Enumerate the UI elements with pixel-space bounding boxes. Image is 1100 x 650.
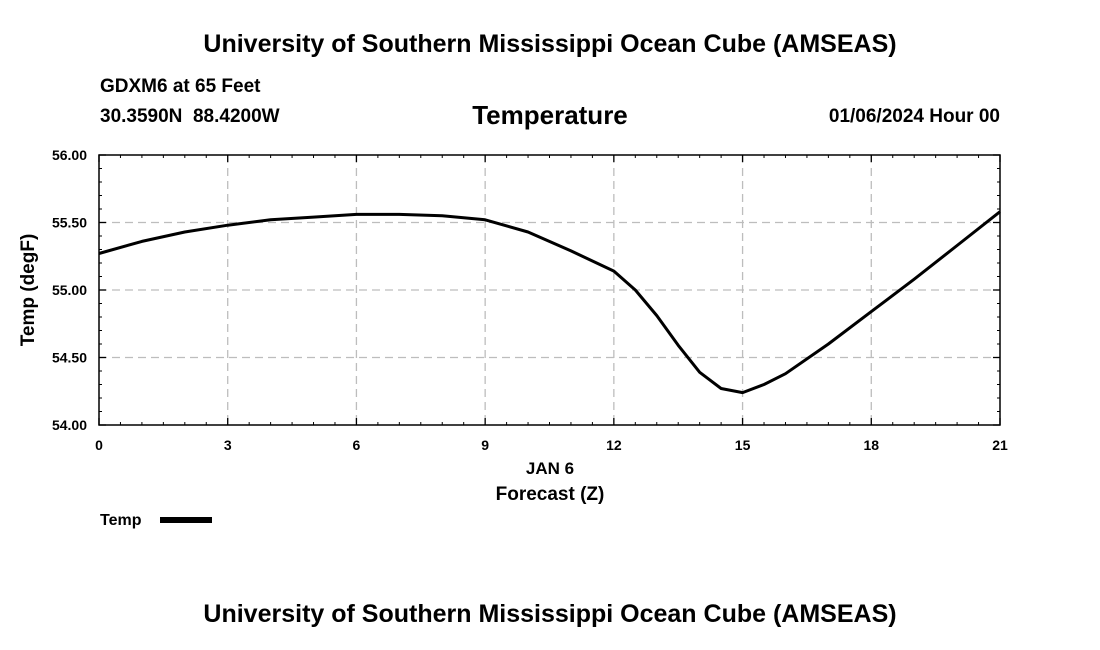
chart-subtitle: Temperature bbox=[472, 100, 628, 130]
tick-labels: 0 3 6 9 12 15 18 21 54.00 54.50 55.00 55.50 56.00 bbox=[52, 147, 1008, 453]
x-tick-label: 9 bbox=[481, 437, 489, 453]
station-label: GDXM6 at 65 Feet bbox=[100, 76, 261, 97]
x-tick-label: 3 bbox=[224, 437, 232, 453]
temp-series-line bbox=[98, 210, 1001, 395]
forecast-date-label: 01/06/2024 Hour 00 bbox=[828, 106, 1000, 127]
y-tick-label: 55.00 bbox=[52, 282, 87, 298]
chart-title-top: University of Southern Mississippi Ocean… bbox=[203, 30, 897, 58]
x-axis-title: Forecast (Z) bbox=[496, 484, 605, 505]
y-tick-label: 55.50 bbox=[52, 215, 87, 231]
x-tick-label: 0 bbox=[95, 437, 103, 453]
x-tick-label: 15 bbox=[735, 437, 751, 453]
plot-frame bbox=[98, 154, 1001, 426]
x-tick-label: 21 bbox=[992, 437, 1008, 453]
x-axis-date-label: JAN 6 bbox=[526, 459, 574, 478]
legend-label: Temp bbox=[100, 512, 142, 529]
y-tick-label: 56.00 bbox=[52, 147, 87, 163]
coordinates-label: 30.3590N 88.4200W bbox=[100, 106, 280, 127]
chart-title-bottom: University of Southern Mississippi Ocean… bbox=[203, 600, 897, 628]
x-tick-label: 18 bbox=[863, 437, 879, 453]
x-tick-label: 12 bbox=[606, 437, 622, 453]
y-tick-label: 54.00 bbox=[52, 417, 87, 433]
grid-lines bbox=[99, 155, 1000, 425]
y-axis-title: Temp (degF) bbox=[18, 234, 39, 347]
x-tick-label: 6 bbox=[353, 437, 361, 453]
y-tick-label: 54.50 bbox=[52, 350, 87, 366]
